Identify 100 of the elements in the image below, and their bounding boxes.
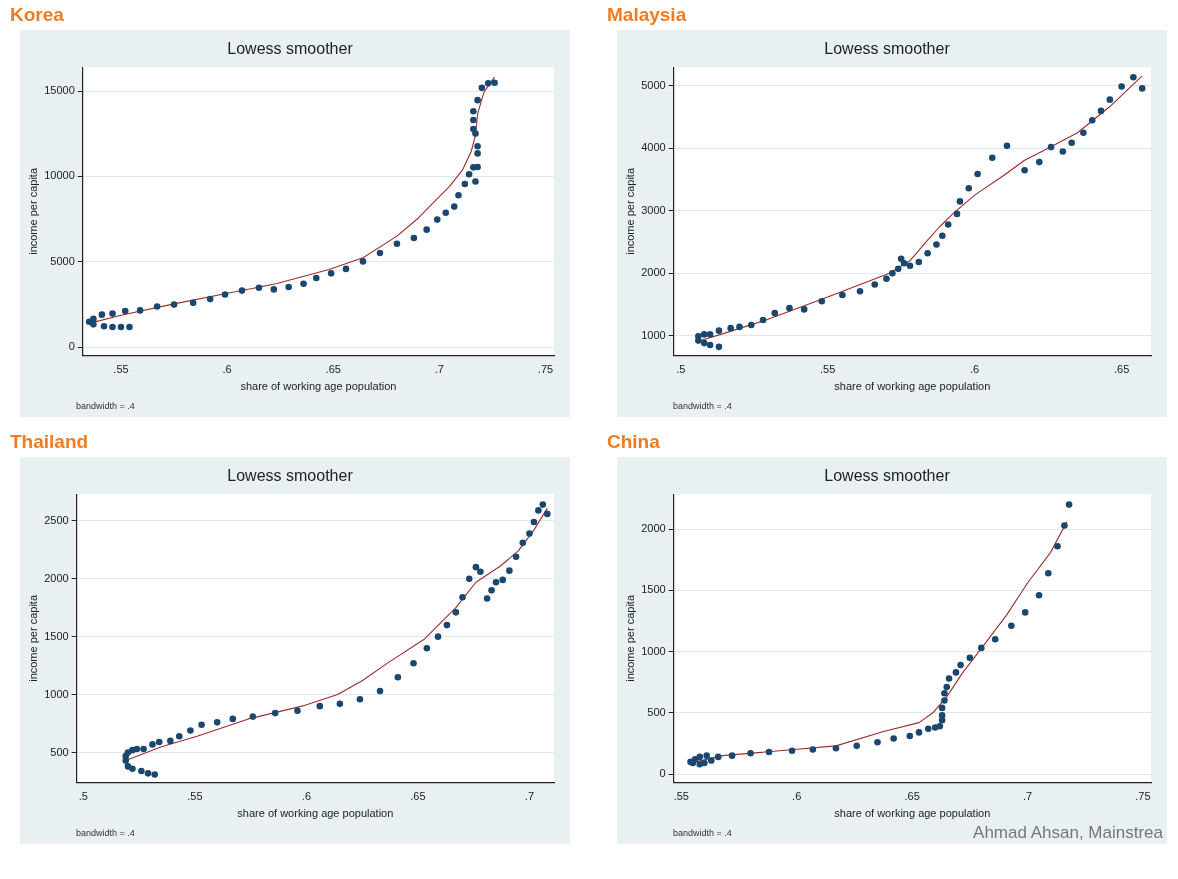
point bbox=[300, 280, 307, 288]
y-axis-title: income per capita bbox=[26, 594, 39, 682]
point bbox=[470, 125, 477, 133]
point bbox=[941, 689, 948, 697]
point bbox=[539, 501, 547, 508]
point bbox=[294, 707, 301, 715]
point bbox=[915, 729, 923, 736]
point bbox=[491, 79, 498, 87]
point bbox=[1130, 73, 1137, 81]
point bbox=[356, 695, 364, 703]
point bbox=[714, 753, 722, 761]
point bbox=[786, 304, 793, 312]
point bbox=[434, 633, 442, 640]
point bbox=[736, 323, 743, 331]
point bbox=[978, 644, 985, 652]
point bbox=[470, 107, 477, 115]
point bbox=[871, 281, 879, 288]
point bbox=[956, 198, 964, 205]
point bbox=[544, 510, 551, 518]
y-tick-label: 1000 bbox=[641, 328, 666, 341]
x-tick-label: .55 bbox=[820, 363, 836, 376]
x-tick-label: .5 bbox=[78, 790, 88, 803]
point bbox=[706, 341, 714, 349]
point bbox=[966, 654, 974, 661]
point bbox=[1061, 522, 1068, 529]
y-tick-label: 2000 bbox=[641, 522, 666, 535]
point bbox=[121, 307, 129, 315]
point bbox=[433, 216, 441, 223]
point bbox=[701, 759, 708, 767]
point bbox=[255, 284, 263, 291]
point bbox=[1088, 116, 1096, 124]
point bbox=[133, 745, 141, 753]
point bbox=[213, 719, 221, 726]
y-tick-label: 1500 bbox=[641, 583, 666, 596]
point bbox=[492, 578, 500, 586]
x-tick-label: .6 bbox=[792, 790, 802, 803]
point bbox=[703, 752, 710, 759]
y-tick-label: 3000 bbox=[641, 203, 666, 216]
point bbox=[771, 309, 779, 317]
point bbox=[1097, 107, 1105, 115]
point bbox=[1008, 622, 1015, 630]
point bbox=[376, 249, 384, 257]
point bbox=[312, 274, 320, 282]
point bbox=[472, 178, 479, 185]
y-tick-label: 500 bbox=[50, 745, 69, 758]
point bbox=[818, 297, 826, 305]
point bbox=[109, 323, 116, 331]
point bbox=[906, 262, 914, 270]
y-tick-label: 5000 bbox=[50, 254, 75, 267]
point bbox=[788, 747, 796, 755]
point bbox=[1059, 148, 1067, 155]
point bbox=[465, 575, 473, 583]
point bbox=[526, 530, 533, 537]
point bbox=[452, 609, 460, 616]
point bbox=[727, 324, 734, 332]
x-tick-label: .75 bbox=[1135, 790, 1151, 803]
point bbox=[189, 299, 197, 307]
x-tick-label: .7 bbox=[1022, 790, 1033, 803]
point bbox=[938, 704, 946, 712]
point bbox=[229, 715, 237, 723]
point bbox=[221, 291, 229, 298]
point bbox=[944, 221, 952, 228]
point bbox=[747, 321, 755, 329]
point bbox=[206, 295, 214, 303]
x-tick-label: .65 bbox=[1113, 363, 1130, 376]
point bbox=[477, 568, 484, 576]
text: Ahmad Ahsan, Mainstrea bbox=[973, 823, 1164, 843]
point bbox=[1138, 85, 1146, 92]
point bbox=[943, 683, 951, 691]
point bbox=[455, 191, 462, 199]
point bbox=[715, 327, 723, 334]
point bbox=[410, 660, 417, 667]
chart-title: China bbox=[607, 431, 661, 454]
x-tick-label: .7 bbox=[524, 790, 535, 803]
point bbox=[472, 563, 480, 571]
point bbox=[474, 96, 481, 104]
point bbox=[700, 339, 708, 347]
point bbox=[856, 288, 864, 295]
x-tick-label: .6 bbox=[970, 363, 980, 376]
point bbox=[478, 84, 486, 92]
point bbox=[965, 185, 973, 192]
point bbox=[915, 258, 923, 266]
point bbox=[100, 322, 108, 330]
chart-title: Thailand bbox=[10, 431, 90, 454]
point bbox=[136, 307, 144, 314]
x-tick-label: .5 bbox=[676, 363, 686, 376]
point bbox=[126, 323, 133, 331]
point bbox=[1068, 139, 1075, 147]
point bbox=[1003, 142, 1011, 150]
point bbox=[249, 713, 257, 720]
x-tick-label: .65 bbox=[904, 790, 920, 803]
chart-subtitle: Lowess smoother bbox=[227, 40, 354, 58]
point bbox=[957, 661, 964, 669]
point bbox=[153, 303, 161, 310]
point bbox=[144, 770, 152, 777]
point bbox=[765, 748, 773, 756]
point bbox=[519, 539, 527, 547]
point bbox=[450, 203, 458, 210]
point bbox=[696, 753, 704, 761]
point bbox=[941, 697, 948, 704]
